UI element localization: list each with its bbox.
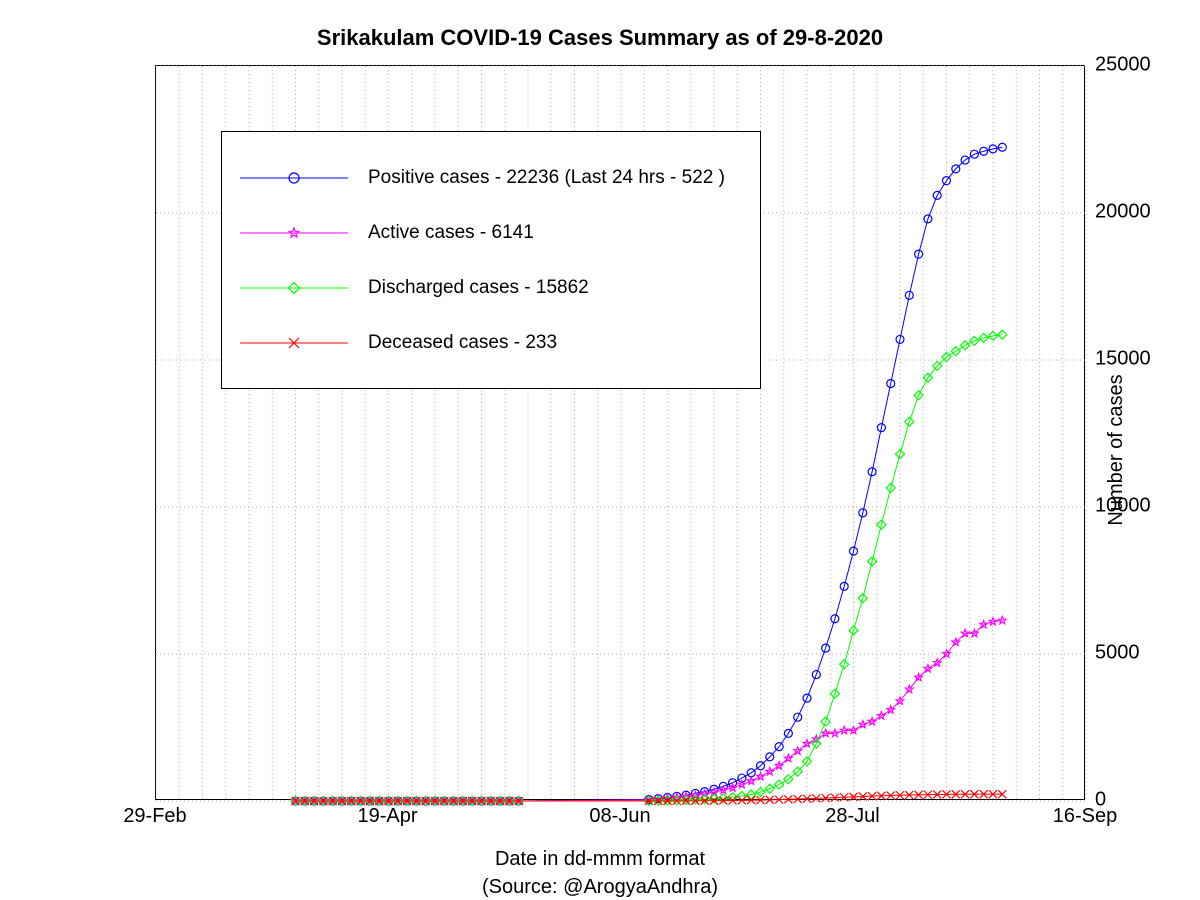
- legend-label: Discharged cases - 15862: [368, 277, 589, 299]
- plot-area: Positive cases - 22236 (Last 24 hrs - 52…: [155, 65, 1085, 800]
- x-axis-sublabel: (Source: @ArogyaAndhra): [0, 876, 1200, 899]
- legend-item: Deceased cases - 233: [240, 315, 732, 370]
- x-tick-label: 16-Sep: [1053, 805, 1118, 828]
- legend-label: Positive cases - 22236 (Last 24 hrs - 52…: [368, 167, 725, 189]
- legend-label: Active cases - 6141: [368, 222, 534, 244]
- x-tick-label: 29-Feb: [123, 805, 186, 828]
- y-tick-label: 0: [1095, 789, 1106, 812]
- y-tick-label: 15000: [1095, 348, 1151, 371]
- chart-container: Srikakulam COVID-19 Cases Summary as of …: [0, 0, 1200, 900]
- legend-item: Active cases - 6141: [240, 205, 732, 260]
- legend-item: Positive cases - 22236 (Last 24 hrs - 52…: [240, 150, 732, 205]
- x-tick-label: 19-Apr: [357, 805, 417, 828]
- y-tick-label: 5000: [1095, 642, 1140, 665]
- legend-item: Discharged cases - 15862: [240, 260, 732, 315]
- y-axis-label: Number of cases: [1105, 374, 1128, 525]
- y-tick-label: 25000: [1095, 54, 1151, 77]
- legend-label: Deceased cases - 233: [368, 332, 557, 354]
- y-tick-label: 20000: [1095, 201, 1151, 224]
- legend: Positive cases - 22236 (Last 24 hrs - 52…: [221, 131, 761, 389]
- x-tick-label: 28-Jul: [825, 805, 879, 828]
- chart-title: Srikakulam COVID-19 Cases Summary as of …: [0, 25, 1200, 51]
- x-axis-label: Date in dd-mmm format: [0, 848, 1200, 871]
- x-tick-label: 08-Jun: [589, 805, 650, 828]
